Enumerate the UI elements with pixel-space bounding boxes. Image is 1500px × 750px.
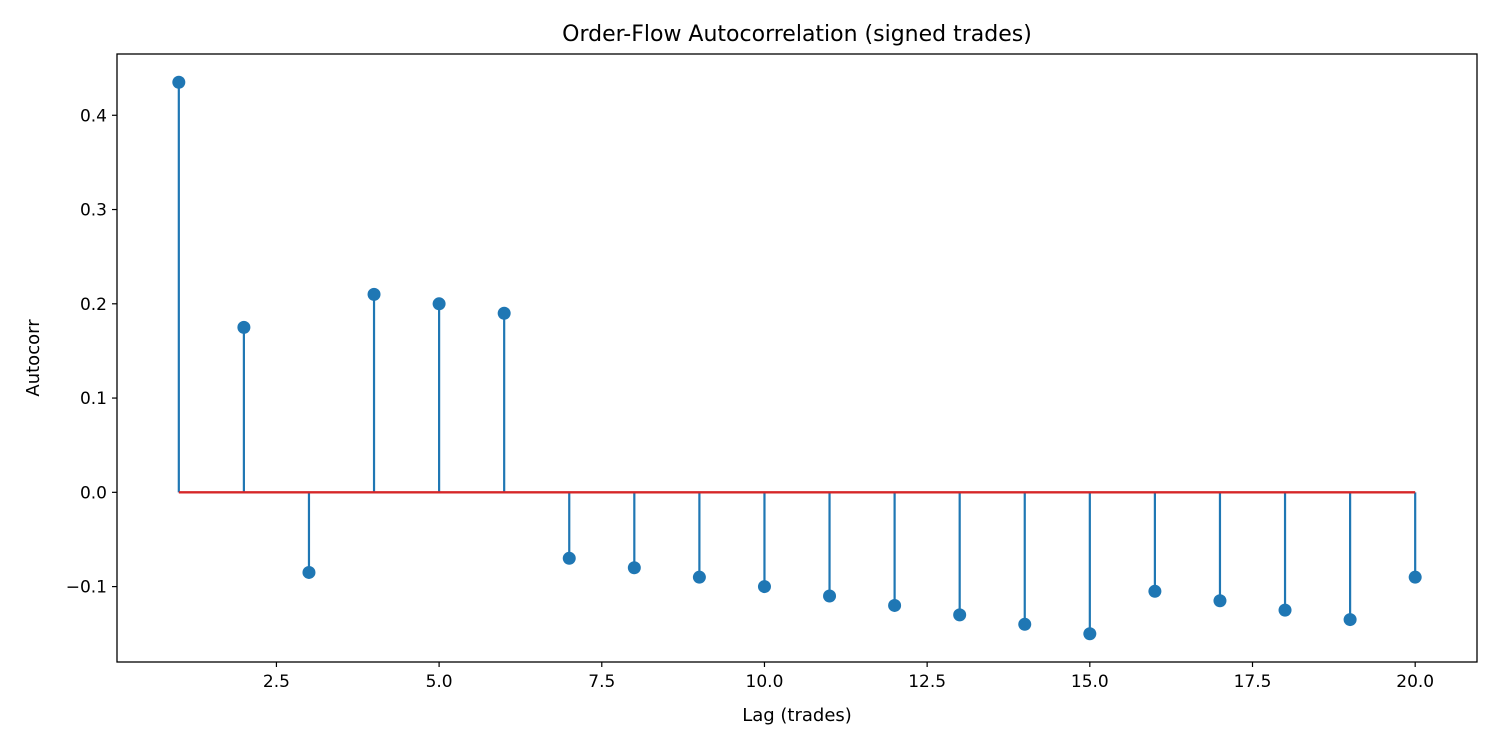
stem-marker-8 [627,561,641,575]
x-tick-label: 15.0 [1071,672,1109,692]
x-tick-label: 10.0 [746,672,784,692]
y-tick-label: 0.0 [80,483,107,503]
y-tick-label: −0.1 [66,578,107,598]
x-tick-label: 2.5 [263,672,290,692]
stem-marker-9 [692,570,706,584]
plot-area: 2.5 5.0 7.5 10.0 12.5 15.0 17.5 20.0 −0.1 0.0 0.1 0… [66,53,1478,692]
stem-marker-2 [237,320,251,334]
stem-marker-17 [1213,594,1227,608]
stem-marker-12 [888,598,902,612]
stem-marker-3 [302,565,316,579]
stem-marker-5 [432,297,446,311]
y-tick-label: 0.1 [80,389,107,409]
chart-title: Order-Flow Autocorrelation (signed trade… [562,22,1032,47]
x-axis-label: Lag (trades) [742,705,852,726]
y-tick-label: 0.2 [80,295,107,315]
stem-marker-6 [497,306,511,320]
y-axis-label: Autocorr [23,319,44,397]
stem-marker-18 [1278,603,1292,617]
stem-marker-11 [823,589,837,603]
stem-marker-16 [1148,584,1162,598]
stem-marker-15 [1083,627,1097,641]
stem-marker-14 [1018,617,1032,631]
y-tick-label: 0.4 [80,106,107,126]
stem-marker-20 [1408,570,1422,584]
x-tick-label: 5.0 [426,672,453,692]
axes-frame [116,53,1478,663]
x-tick-label: 17.5 [1234,672,1272,692]
stem-marker-7 [562,551,576,565]
stem-marker-1 [172,75,186,89]
y-tick-label: 0.3 [80,201,107,221]
stem-marker-4 [367,287,381,301]
x-tick-label: 12.5 [908,672,946,692]
x-tick-label: 20.0 [1396,672,1434,692]
stem-marker-10 [757,580,771,594]
stem-marker-19 [1343,613,1357,627]
x-tick-label: 7.5 [588,672,615,692]
stem-marker-13 [953,608,967,622]
